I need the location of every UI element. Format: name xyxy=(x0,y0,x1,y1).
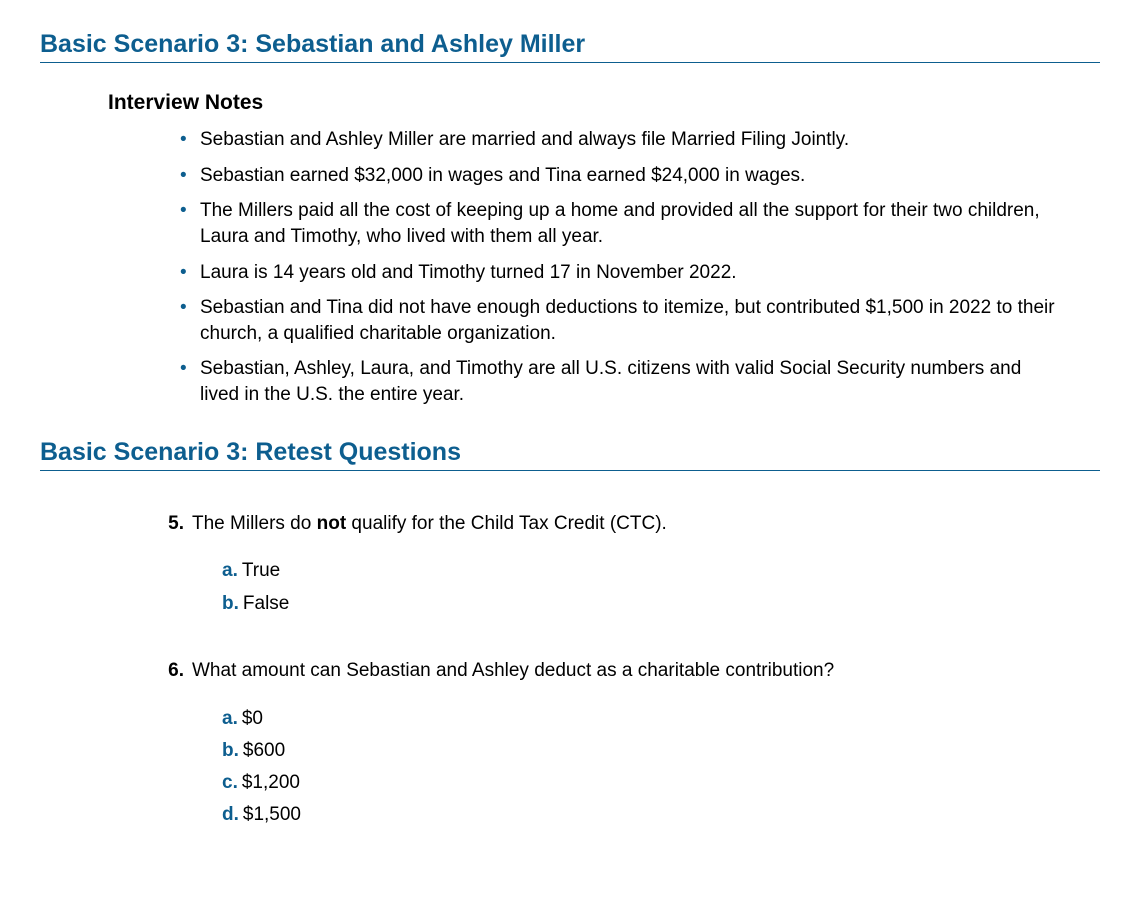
question-5: 5. The Millers do not qualify for the Ch… xyxy=(152,511,1060,620)
answers-list: a.True b.False xyxy=(222,555,1060,620)
interview-note-item: Sebastian and Tina did not have enough d… xyxy=(180,295,1060,346)
interview-note-item: Sebastian earned $32,000 in wages and Ti… xyxy=(180,163,1060,189)
interview-notes-heading: Interview Notes xyxy=(108,91,1100,115)
interview-note-item: Sebastian, Ashley, Laura, and Timothy ar… xyxy=(180,356,1060,407)
question-line: 5. The Millers do not qualify for the Ch… xyxy=(152,511,1060,538)
question-number: 6. xyxy=(152,658,184,685)
answer-text: False xyxy=(243,593,289,614)
answer-option: c.$1,200 xyxy=(222,767,1060,799)
answer-letter: d. xyxy=(222,804,239,825)
question-line: 6. What amount can Sebastian and Ashley … xyxy=(152,658,1060,685)
question-text-bold: not xyxy=(317,513,347,534)
answer-letter: a. xyxy=(222,560,238,581)
interview-note-item: Laura is 14 years old and Timothy turned… xyxy=(180,260,1060,286)
answer-option: d.$1,500 xyxy=(222,799,1060,831)
answer-letter: c. xyxy=(222,772,238,793)
answer-letter: b. xyxy=(222,593,239,614)
answer-text: $0 xyxy=(242,708,263,729)
answers-list: a.$0 b.$600 c.$1,200 d.$1,500 xyxy=(222,703,1060,832)
interview-notes-list: Sebastian and Ashley Miller are married … xyxy=(180,127,1060,408)
section-heading-scenario: Basic Scenario 3: Sebastian and Ashley M… xyxy=(40,30,1100,63)
questions-block: 5. The Millers do not qualify for the Ch… xyxy=(152,511,1060,832)
answer-text: $1,200 xyxy=(242,772,300,793)
answer-letter: b. xyxy=(222,740,239,761)
section-heading-retest: Basic Scenario 3: Retest Questions xyxy=(40,438,1100,471)
question-text: What amount can Sebastian and Ashley ded… xyxy=(192,658,834,685)
question-number: 5. xyxy=(152,511,184,538)
interview-note-item: The Millers paid all the cost of keeping… xyxy=(180,198,1060,249)
answer-option: b.False xyxy=(222,588,1060,620)
answer-text: True xyxy=(242,560,280,581)
question-text-after: qualify for the Child Tax Credit (CTC). xyxy=(346,513,667,534)
answer-option: a.True xyxy=(222,555,1060,587)
question-text-before: What amount can Sebastian and Ashley ded… xyxy=(192,660,834,681)
question-6: 6. What amount can Sebastian and Ashley … xyxy=(152,658,1060,832)
answer-option: a.$0 xyxy=(222,703,1060,735)
interview-note-item: Sebastian and Ashley Miller are married … xyxy=(180,127,1060,153)
question-text: The Millers do not qualify for the Child… xyxy=(192,511,667,538)
answer-text: $600 xyxy=(243,740,285,761)
question-text-before: The Millers do xyxy=(192,513,317,534)
answer-text: $1,500 xyxy=(243,804,301,825)
answer-letter: a. xyxy=(222,708,238,729)
answer-option: b.$600 xyxy=(222,735,1060,767)
